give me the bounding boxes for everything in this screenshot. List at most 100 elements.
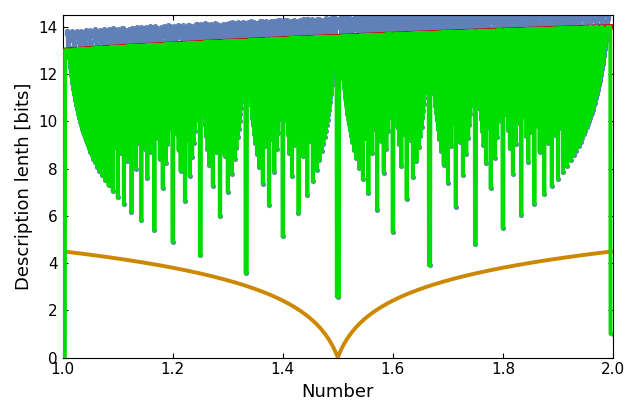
Point — [259, 61, 269, 68]
Point — [257, 81, 267, 88]
Point — [502, 33, 512, 40]
Point — [404, 56, 414, 63]
Point — [84, 52, 94, 58]
Point — [456, 106, 467, 113]
Point — [525, 15, 536, 21]
Point — [324, 106, 334, 113]
Point — [116, 88, 126, 95]
Point — [467, 13, 477, 20]
Point — [345, 17, 355, 24]
Point — [536, 53, 546, 59]
Point — [249, 34, 259, 40]
Point — [271, 146, 282, 153]
Point — [359, 29, 369, 36]
Point — [450, 32, 460, 38]
Point — [236, 32, 246, 38]
Point — [448, 63, 458, 69]
Point — [245, 86, 255, 93]
Point — [101, 46, 111, 52]
Point — [90, 66, 100, 72]
Point — [362, 38, 372, 45]
Point — [401, 57, 411, 64]
Point — [324, 33, 334, 40]
Point — [508, 24, 518, 31]
Point — [415, 62, 425, 68]
Point — [520, 33, 531, 40]
Point — [532, 65, 543, 72]
Point — [181, 29, 191, 35]
Point — [545, 28, 555, 35]
Point — [156, 31, 166, 37]
Point — [441, 16, 451, 23]
Point — [140, 145, 150, 152]
Point — [329, 46, 339, 53]
Point — [132, 50, 143, 57]
Point — [507, 33, 517, 40]
Point — [172, 77, 182, 84]
Point — [351, 35, 362, 41]
Point — [179, 44, 189, 50]
Point — [401, 13, 411, 20]
Point — [316, 17, 326, 23]
Point — [271, 19, 281, 26]
Point — [390, 17, 400, 24]
Point — [336, 37, 346, 44]
Point — [185, 47, 195, 53]
Point — [378, 15, 388, 22]
Point — [65, 64, 76, 71]
Point — [362, 23, 372, 30]
Point — [403, 69, 413, 76]
Point — [406, 84, 417, 91]
Point — [198, 73, 208, 80]
Point — [189, 22, 200, 29]
Point — [448, 22, 458, 29]
Point — [101, 47, 111, 53]
Point — [564, 84, 575, 91]
Point — [193, 67, 203, 73]
Point — [259, 24, 269, 30]
Point — [63, 41, 74, 48]
Point — [390, 74, 400, 81]
Point — [173, 34, 183, 40]
Point — [309, 63, 319, 70]
Point — [490, 40, 500, 47]
Point — [108, 67, 118, 73]
Point — [505, 145, 515, 151]
Point — [107, 65, 117, 72]
Point — [512, 30, 522, 37]
Point — [508, 42, 518, 49]
Point — [168, 28, 179, 35]
Point — [259, 90, 269, 97]
Point — [268, 18, 278, 25]
Point — [535, 32, 545, 38]
Point — [87, 78, 97, 85]
Point — [207, 183, 218, 189]
Point — [600, 43, 610, 50]
Point — [231, 144, 241, 151]
Point — [92, 40, 102, 47]
Point — [63, 39, 73, 45]
Point — [550, 30, 560, 36]
Point — [120, 80, 130, 87]
Point — [166, 62, 176, 69]
Point — [358, 14, 369, 20]
Point — [232, 30, 242, 37]
Point — [498, 225, 508, 231]
Point — [193, 51, 204, 57]
Point — [125, 97, 135, 104]
Point — [125, 44, 136, 51]
Point — [394, 16, 404, 22]
Point — [157, 47, 167, 54]
Point — [92, 42, 102, 48]
Point — [328, 56, 339, 63]
Point — [310, 37, 321, 44]
Point — [137, 38, 147, 45]
Point — [575, 65, 585, 72]
Point — [493, 14, 503, 21]
Point — [285, 26, 295, 32]
Point — [301, 62, 311, 68]
Point — [232, 92, 243, 98]
Point — [296, 110, 306, 117]
Point — [527, 53, 537, 59]
Point — [282, 34, 292, 40]
